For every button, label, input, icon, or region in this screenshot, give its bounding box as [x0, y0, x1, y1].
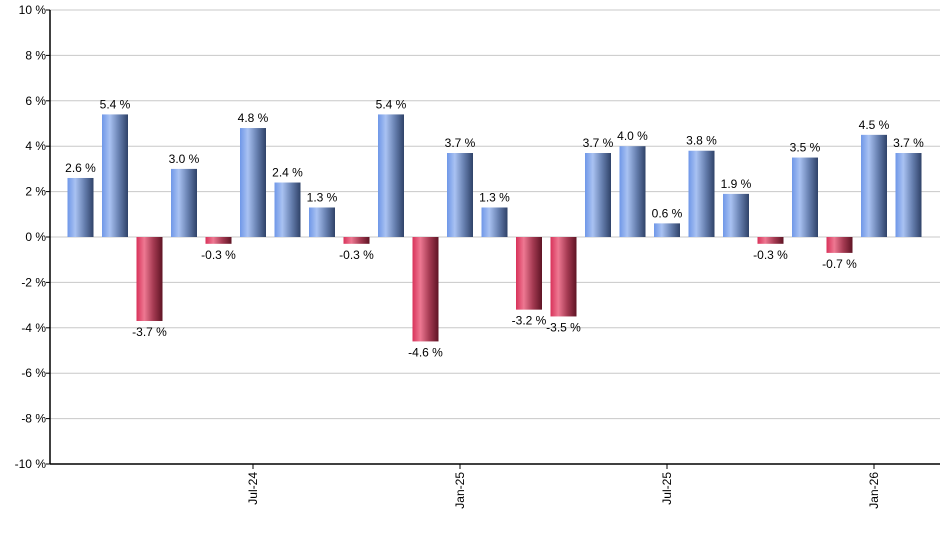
bar-Oct-24 — [343, 237, 370, 244]
data-label: -0.3 % — [753, 248, 788, 262]
y-tick-label: -10 % — [15, 457, 47, 471]
x-tick-label: Jan-26 — [867, 472, 881, 509]
y-tick-label: -4 % — [21, 321, 46, 335]
data-label: -3.5 % — [546, 320, 581, 334]
data-label: 4.5 % — [859, 118, 890, 132]
y-tick-label: 8 % — [25, 48, 46, 62]
bar-Feb-26 — [895, 153, 922, 237]
y-tick-label: -6 % — [21, 366, 46, 380]
x-tick-label: Jan-25 — [453, 472, 467, 509]
data-label: 4.0 % — [617, 129, 648, 143]
data-label: -4.6 % — [408, 345, 443, 359]
x-tick-label: Jul-24 — [246, 472, 260, 505]
data-label: 2.4 % — [272, 166, 303, 180]
bar-Jul-24 — [240, 128, 266, 237]
bar-Nov-24 — [378, 114, 404, 237]
data-label: 3.7 % — [445, 136, 476, 150]
bar-Oct-25 — [757, 237, 784, 244]
data-label: 3.7 % — [583, 136, 614, 150]
bar-Aug-24 — [274, 182, 301, 237]
data-label: 1.3 % — [307, 190, 338, 204]
y-tick-label: 10 % — [19, 3, 47, 17]
bar-Jan-26 — [861, 134, 887, 237]
data-label: 3.0 % — [169, 152, 200, 166]
bar-Sep-24 — [309, 207, 335, 237]
data-label: 5.4 % — [100, 97, 131, 111]
data-label: -3.2 % — [512, 314, 547, 328]
x-tick-label: Jul-25 — [660, 472, 674, 505]
bar-Feb-25 — [481, 207, 508, 237]
data-labels: 2.6 % 5.4 % -3.7 % 3.0 % -0.3 % 4.8 % 2.4 % 1.3… — [65, 97, 924, 359]
data-label: 1.3 % — [479, 190, 510, 204]
bar-Dec-24 — [412, 237, 439, 342]
bar-Apr-24 — [136, 237, 163, 321]
bar-Mar-24 — [102, 114, 128, 237]
y-tick-label: -2 % — [21, 275, 46, 289]
bar-Feb-24 — [67, 177, 94, 237]
data-label: -0.3 % — [339, 248, 374, 262]
bar-Apr-25 — [550, 237, 577, 317]
y-tick-label: 2 % — [25, 185, 46, 199]
bar-Jun-24 — [205, 237, 232, 244]
bar-Aug-25 — [688, 150, 715, 237]
data-label: 3.8 % — [686, 134, 717, 148]
data-label: 0.6 % — [652, 206, 683, 220]
bar-May-24 — [171, 168, 197, 237]
bars — [67, 114, 922, 342]
y-tick-label: 4 % — [25, 139, 46, 153]
bar-Sep-25 — [723, 193, 749, 237]
y-axis: 10 % 8 % 6 % 4 % 2 % 0 % -2 % -4 % -6 % -8 % -10 % — [15, 3, 51, 471]
bar-Mar-25 — [516, 237, 542, 310]
y-tick-label: -8 % — [21, 412, 46, 426]
y-tick-label: 0 % — [25, 230, 46, 244]
data-label: 4.8 % — [238, 111, 269, 125]
data-label: -3.7 % — [132, 325, 167, 339]
bar-May-25 — [585, 153, 611, 237]
data-label: 5.4 % — [376, 97, 407, 111]
data-label: -0.7 % — [822, 257, 857, 271]
data-label: 1.9 % — [721, 177, 752, 191]
bar-Nov-25 — [792, 157, 818, 237]
x-axis: Jul-24 Jan-25 Jul-25 Jan-26 — [50, 463, 940, 509]
y-tick-label: 6 % — [25, 94, 46, 108]
data-label: 2.6 % — [65, 161, 96, 175]
bar-Dec-25 — [826, 237, 853, 253]
data-label: 3.5 % — [790, 141, 821, 155]
bar-Jul-25 — [654, 223, 680, 237]
data-label: 3.7 % — [893, 136, 924, 150]
data-label: -0.3 % — [201, 248, 236, 262]
bar-Jun-25 — [619, 146, 646, 237]
bar-Jan-25 — [447, 153, 473, 237]
